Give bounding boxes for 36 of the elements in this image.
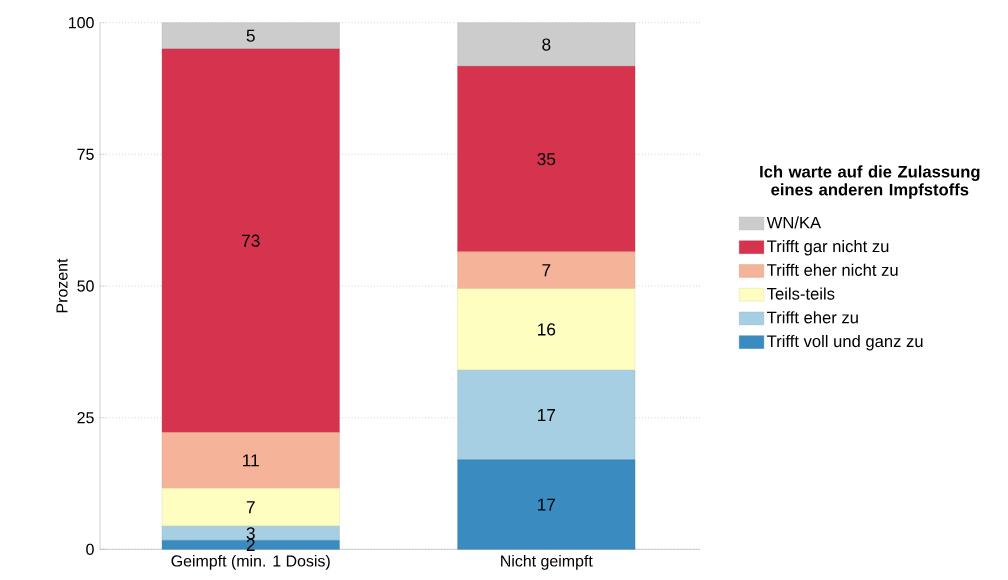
data-label: 73 xyxy=(242,234,260,247)
data-label: 7 xyxy=(542,264,551,277)
y-tick-label: 0 xyxy=(86,543,94,555)
bar xyxy=(457,370,636,460)
bar xyxy=(457,288,636,371)
bar xyxy=(161,48,340,433)
x-tick-label: Geimpft (min. 1 Dosis) xyxy=(171,554,330,570)
legend-label: Trifft gar nicht zu xyxy=(767,239,889,256)
data-label: 11 xyxy=(243,454,259,467)
data-label: 3 xyxy=(246,527,255,540)
data-label: 16 xyxy=(538,323,556,336)
legend-title: Ich warte auf die Zulassung eines anderen Impfstoffs xyxy=(760,165,980,199)
data-label: 8 xyxy=(542,38,551,51)
data-label: 17 xyxy=(538,498,556,511)
legend-label: Trifft voll und ganz zu xyxy=(767,334,923,351)
legend-label: Trifft eher zu xyxy=(767,311,858,324)
bar xyxy=(457,459,636,550)
bar xyxy=(161,540,340,550)
data-label: 7 xyxy=(246,501,255,514)
y-tick-label: 50 xyxy=(77,280,94,292)
bar xyxy=(457,66,636,252)
y-tick-label: 25 xyxy=(77,412,94,424)
bar xyxy=(161,432,340,489)
legend-label: WN/KA xyxy=(766,216,822,229)
x-tick-label: Nicht geimpft xyxy=(501,554,593,570)
y-tick-label: 75 xyxy=(77,148,94,160)
bar xyxy=(161,488,340,527)
bar xyxy=(457,251,636,289)
data-label: 17 xyxy=(538,409,556,421)
y-axis-title: Prozent xyxy=(56,258,68,313)
legend-label: Teils-teils xyxy=(767,287,835,300)
legend-label: Trifft eher nicht zu xyxy=(767,263,898,276)
y-tick-label: 100 xyxy=(69,17,94,29)
data-label: 5 xyxy=(246,29,255,42)
data-label: 35 xyxy=(537,152,556,166)
data-label: 2 xyxy=(246,538,255,551)
